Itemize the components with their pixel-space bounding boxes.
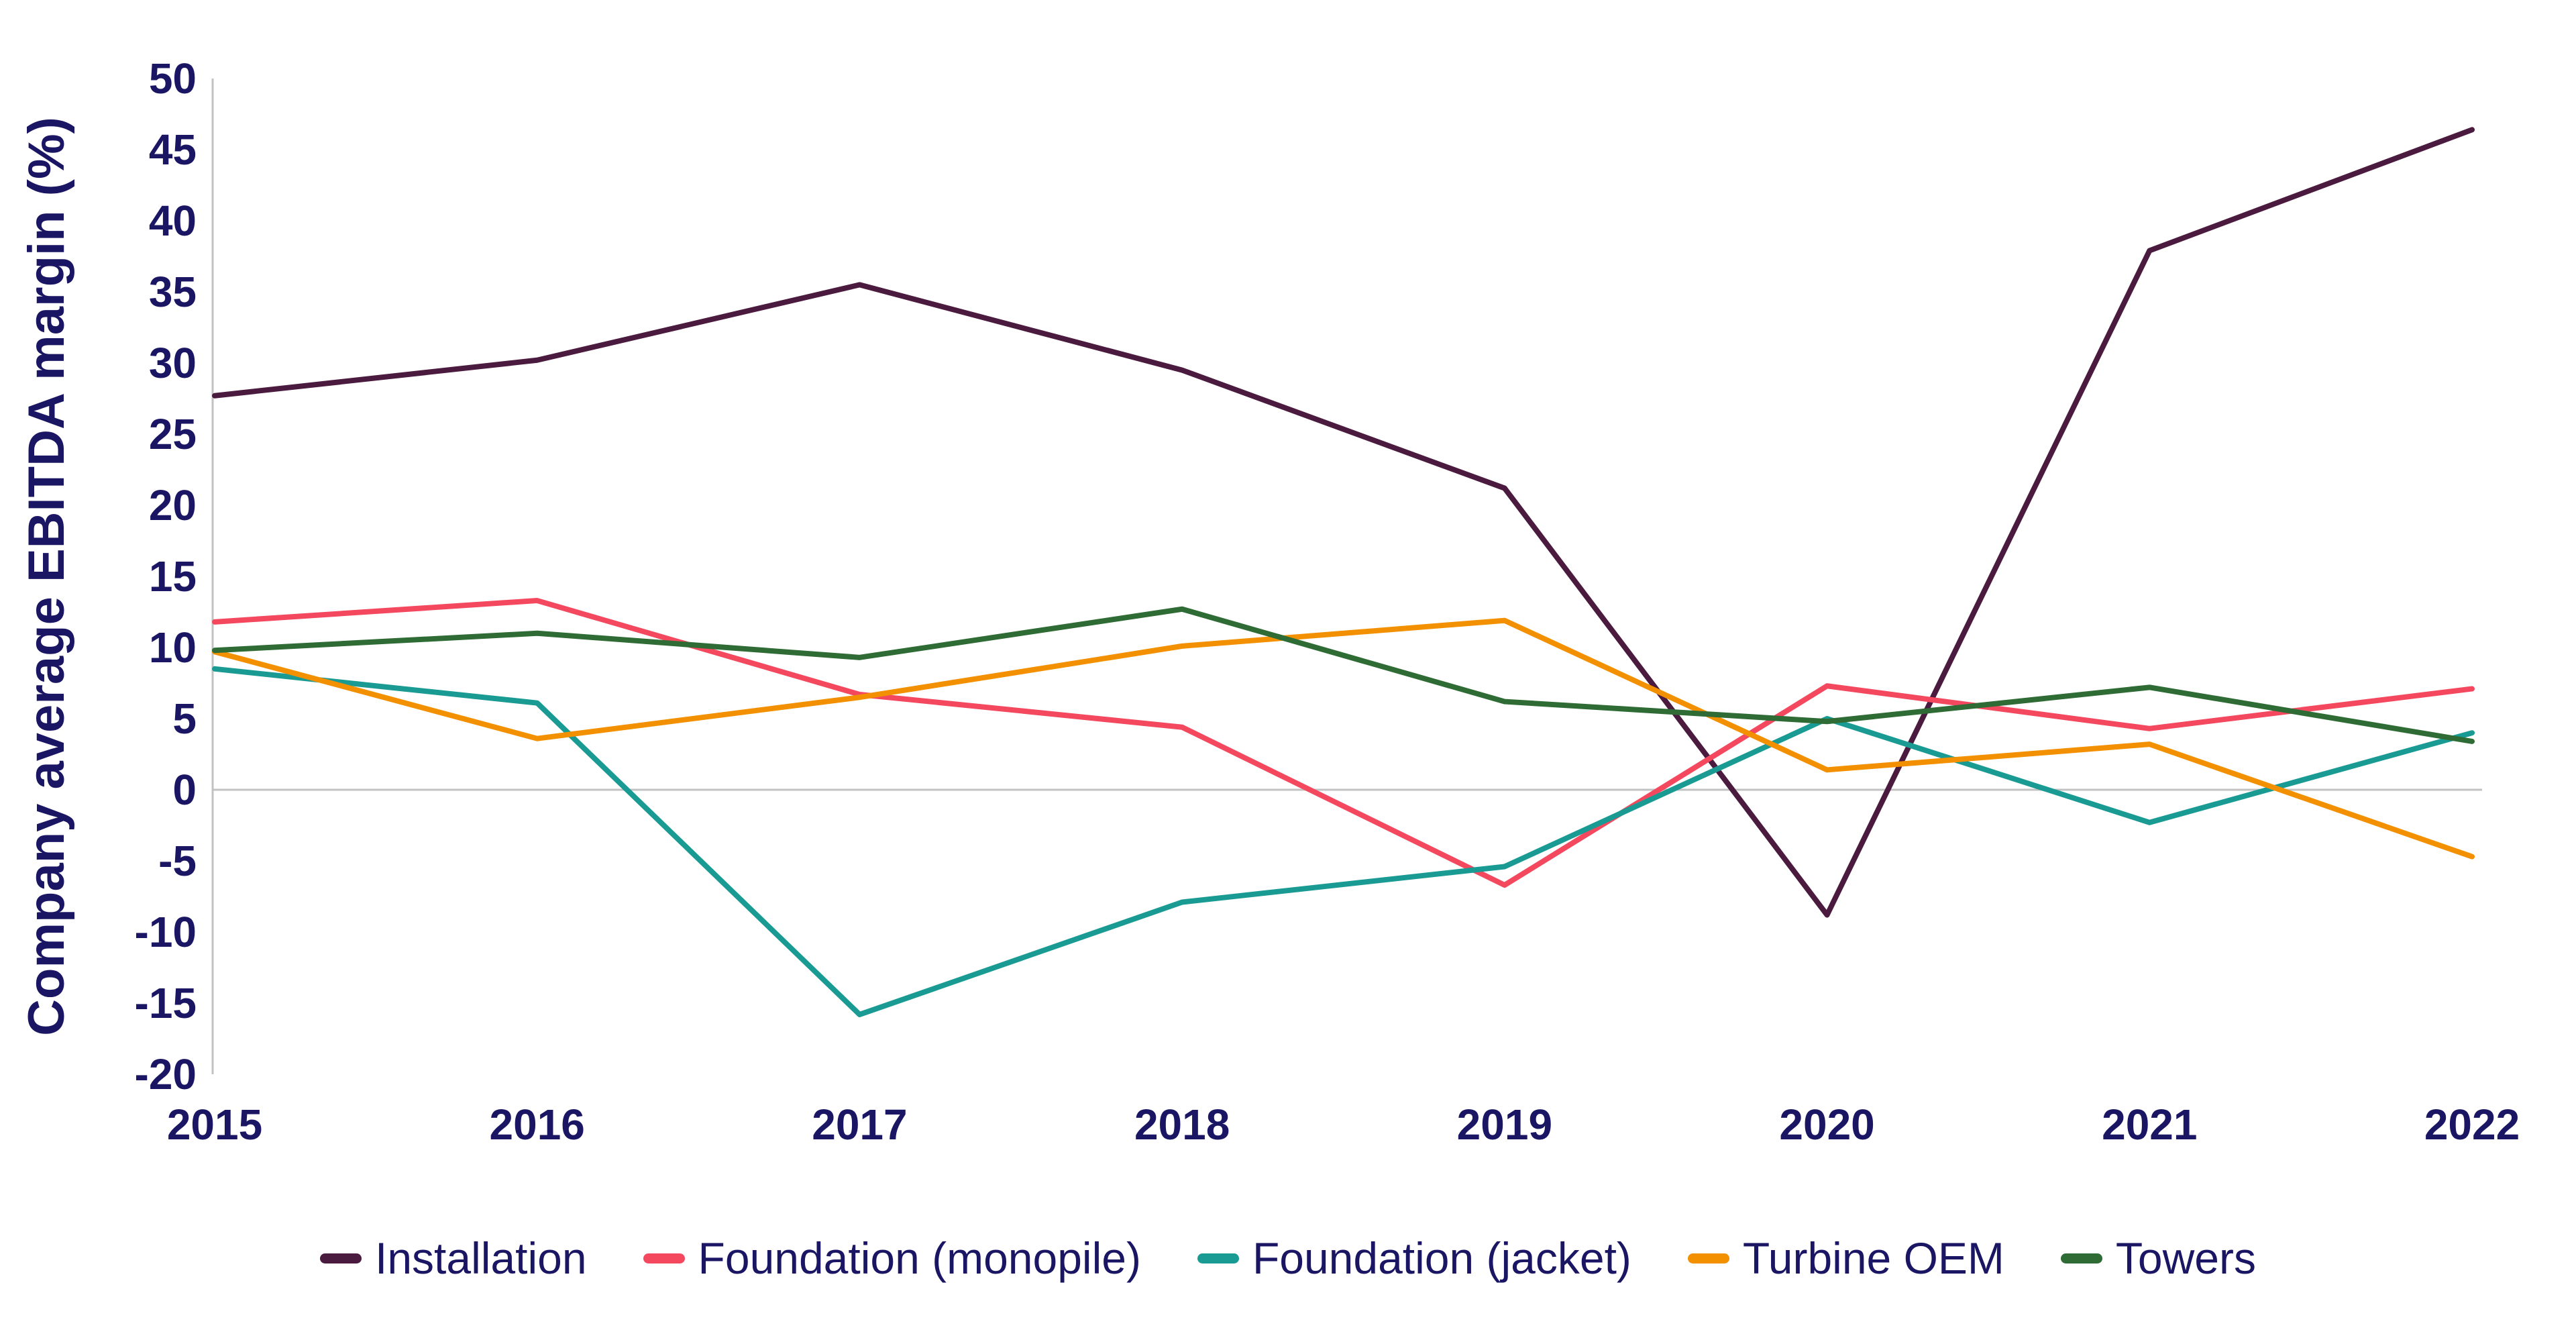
y-tick-label: 0 — [172, 766, 197, 814]
x-tick-label: 2016 — [490, 1100, 585, 1149]
y-tick-label: -20 — [135, 1050, 197, 1098]
series-line-foundation-jacket — [212, 666, 2475, 1017]
legend-item-towers: Towers — [2060, 1233, 2256, 1283]
y-tick-label: -5 — [158, 837, 197, 885]
y-tick-label: -10 — [135, 908, 197, 956]
x-tick-label: 2021 — [2102, 1100, 2197, 1149]
legend-swatch-icon — [2060, 1253, 2102, 1263]
legend-swatch-icon — [320, 1253, 362, 1263]
axis-lines — [211, 79, 2482, 1074]
legend-item-foundation-monopile: Foundation (monopile) — [643, 1236, 1141, 1280]
series-line-foundation-monopile — [212, 598, 2475, 888]
chart-legend: Installation Foundation (monopile) Foundat… — [0, 1236, 2576, 1280]
y-tick-label: 15 — [149, 552, 197, 601]
legend-label: Foundation (monopile) — [698, 1233, 1141, 1283]
legend-label: Foundation (jacket) — [1252, 1233, 1631, 1283]
x-tick-label: 2022 — [2424, 1100, 2520, 1149]
legend-swatch-icon — [1687, 1253, 1729, 1263]
data-series-lines — [212, 127, 2475, 1017]
y-tick-label: 25 — [149, 410, 197, 458]
y-tick-label: 10 — [149, 623, 197, 672]
y-tick-label: 5 — [172, 694, 197, 743]
series-line-installation — [212, 127, 2475, 918]
legend-label: Turbine OEM — [1742, 1233, 2004, 1283]
x-tick-label: 2018 — [1134, 1100, 1230, 1149]
y-tick-label: -15 — [135, 979, 197, 1027]
y-tick-label: 35 — [149, 268, 197, 316]
y-tick-label: 50 — [149, 54, 197, 103]
x-tick-label: 2017 — [812, 1100, 907, 1149]
x-tick-label: 2020 — [1779, 1100, 1874, 1149]
series-line-turbine-oem — [212, 617, 2475, 860]
legend-item-installation: Installation — [320, 1236, 587, 1280]
x-axis-tick-labels: 2015 2016 2017 2018 2019 2020 2021 2022 — [167, 1100, 2520, 1149]
legend-swatch-icon — [1197, 1253, 1239, 1263]
y-tick-label: 40 — [149, 197, 197, 245]
y-axis-title: Company average EBITDA margin (%) — [18, 117, 75, 1036]
series-line-towers — [212, 606, 2475, 744]
legend-swatch-icon — [643, 1253, 685, 1263]
x-tick-label: 2019 — [1457, 1100, 1552, 1149]
y-tick-label: 20 — [149, 481, 197, 529]
y-tick-label: 45 — [149, 125, 197, 174]
x-tick-label: 2015 — [167, 1100, 262, 1149]
legend-item-foundation-jacket: Foundation (jacket) — [1197, 1236, 1631, 1280]
legend-label: Towers — [2115, 1233, 2256, 1283]
legend-item-turbine-oem: Turbine OEM — [1687, 1233, 2004, 1283]
y-tick-label: 30 — [149, 339, 197, 387]
legend-label: Installation — [375, 1233, 587, 1283]
